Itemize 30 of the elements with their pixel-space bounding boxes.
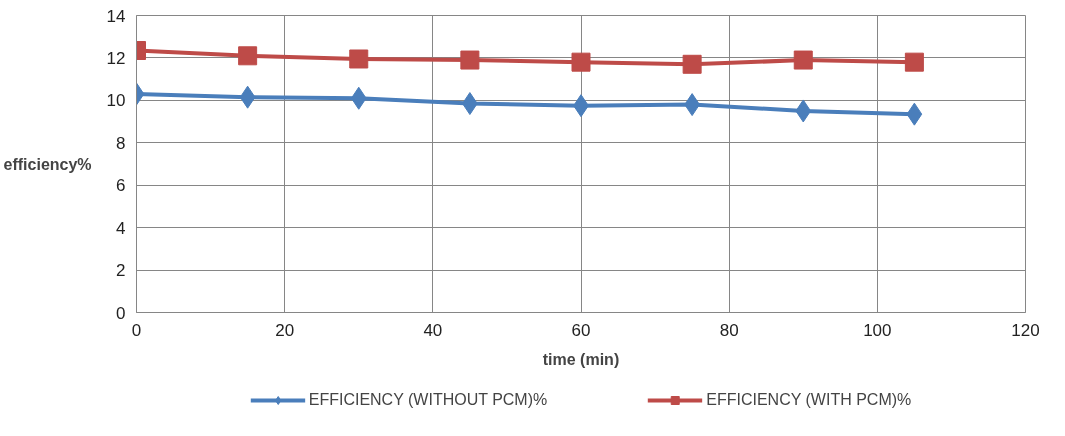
x-tick-label: 120 <box>1011 320 1040 340</box>
legend-label: EFFICIENCY (WITHOUT PCM)% <box>308 391 548 409</box>
y-tick-label: 12 <box>106 48 126 68</box>
point <box>682 54 702 74</box>
y-tick-label: 2 <box>116 261 126 281</box>
point <box>906 102 923 126</box>
point <box>349 49 369 69</box>
x-tick-label: 100 <box>863 320 892 340</box>
legend-label: EFFICIENCY (WITH PCM)% <box>706 391 912 409</box>
point <box>460 50 480 70</box>
y-tick-label: 14 <box>106 6 126 26</box>
point <box>238 46 258 66</box>
y-axis-title: efficiency% <box>3 155 92 173</box>
point <box>239 85 256 109</box>
point <box>793 50 813 70</box>
x-tick-label: 40 <box>423 320 443 340</box>
y-tick-label: 0 <box>116 303 126 323</box>
x-axis-title: time (min) <box>542 350 620 368</box>
x-tick-label: 0 <box>131 320 142 340</box>
y-tick-label: 10 <box>106 91 126 111</box>
y-tick-label: 8 <box>116 133 126 153</box>
y-tick-label: 4 <box>116 218 126 238</box>
point <box>904 52 924 72</box>
x-tick-label: 60 <box>571 320 591 340</box>
point <box>350 86 367 110</box>
x-tick-label: 80 <box>719 320 739 340</box>
point <box>571 52 591 72</box>
point <box>795 99 812 123</box>
y-tick-label: 6 <box>116 176 126 196</box>
x-tick-label: 20 <box>275 320 295 340</box>
